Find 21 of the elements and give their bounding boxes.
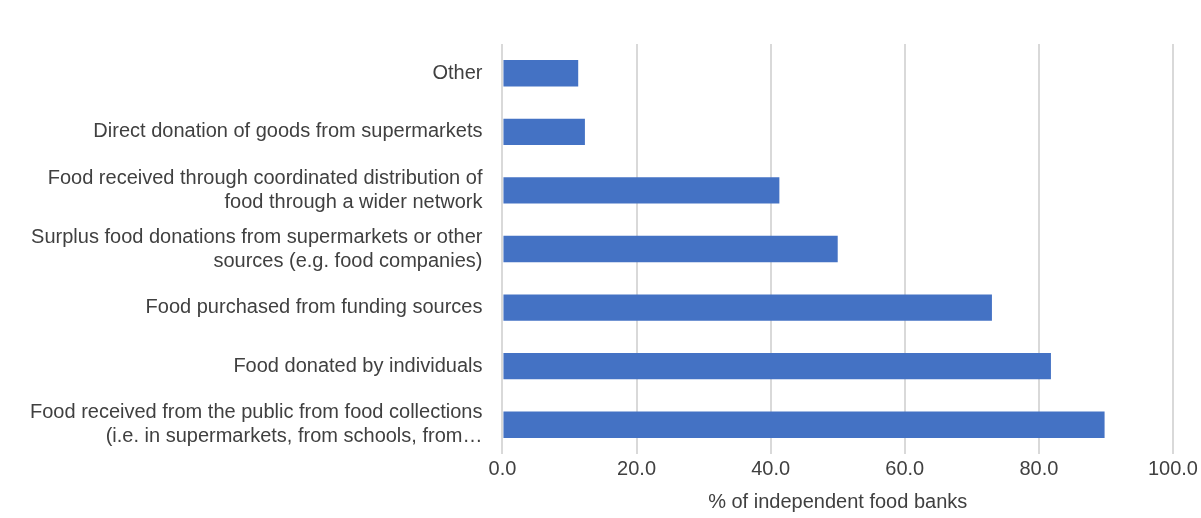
bar — [503, 235, 838, 263]
y-tick-label: Other — [432, 60, 483, 83]
y-tick-label: Food received from the public from food collections (i.e. in supermarkets, from schools, from… — [29, 400, 483, 447]
y-tick-label: Direct donation of goods from supermarkets — [93, 119, 483, 142]
bar — [503, 294, 992, 321]
y-tick-label: Food received through coordinated distribution of food through a wider network — [47, 165, 484, 212]
y-tick-label: Surplus food donations from supermarkets or other sources (e.g. food companies) — [31, 224, 483, 271]
y-tick-label: Food donated by individuals — [233, 353, 483, 376]
x-tick-label: 80.0 — [1019, 456, 1059, 479]
bar — [503, 177, 780, 204]
x-tick-label: 40.0 — [751, 456, 791, 479]
bar — [503, 411, 1105, 438]
bar — [503, 352, 1051, 380]
x-tick-label: 0.0 — [488, 456, 517, 479]
x-axis-title: % of independent food banks — [708, 489, 968, 512]
bar — [503, 118, 585, 146]
bar — [503, 60, 579, 87]
x-tick-label: 60.0 — [885, 456, 925, 479]
x-tick-label: 100.0 — [1147, 456, 1199, 479]
x-tick-label: 20.0 — [617, 456, 657, 479]
y-tick-label: Food purchased from funding sources — [145, 295, 483, 318]
